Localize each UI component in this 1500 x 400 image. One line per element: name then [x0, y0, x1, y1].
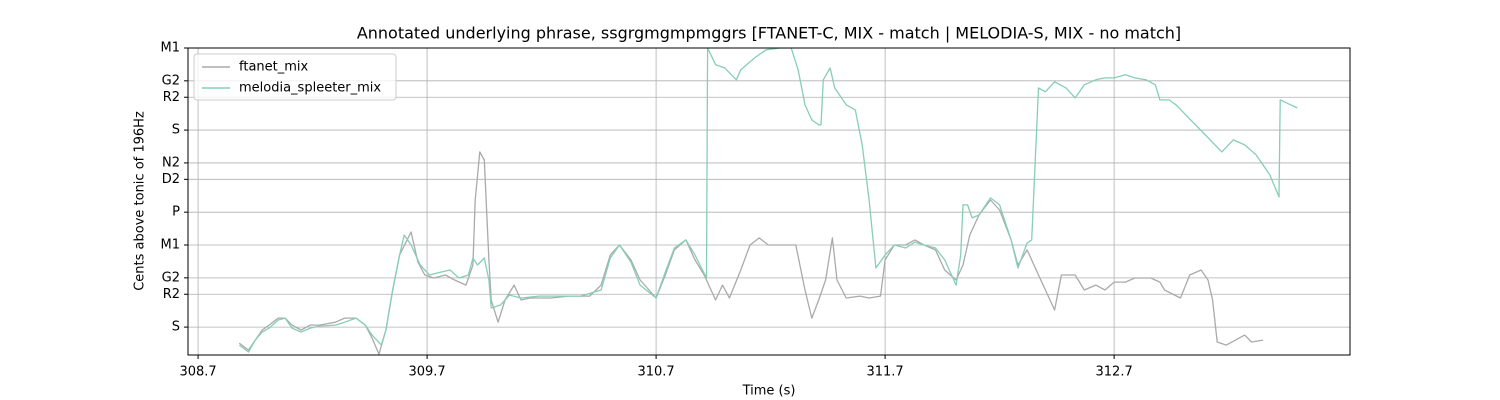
x-tick-label: 312.7	[1096, 365, 1133, 380]
y-tick-label: D2	[162, 172, 180, 187]
axes-frame	[187, 47, 1351, 356]
chart-title: Annotated underlying phrase, ssgrgmgmpmg…	[357, 24, 1181, 43]
grid	[188, 47, 1350, 355]
series-line	[238, 48, 1298, 353]
y-tick-label: P	[172, 205, 180, 220]
y-tick-label: N2	[162, 155, 180, 170]
legend-label: ftanet_mix	[239, 60, 309, 75]
legend-label: melodia_spleeter_mix	[239, 81, 381, 96]
x-axis-label: Time (s)	[742, 384, 796, 399]
x-tick-label: 310.7	[637, 365, 674, 380]
y-axis-label: Cents above tonic of 196Hz	[133, 111, 148, 291]
x-tick-label: 308.7	[179, 365, 216, 380]
y-tick-label: G2	[162, 270, 180, 285]
plot-area	[238, 48, 1298, 355]
y-tick-label: R2	[163, 90, 180, 105]
legend: ftanet_mix melodia_spleeter_mix	[193, 53, 397, 101]
y-tick-label: M1	[161, 238, 181, 253]
y-tick-label: G2	[162, 73, 180, 88]
y-tick-label: M1	[161, 41, 181, 56]
x-tick-label: 309.7	[408, 365, 445, 380]
legend-box	[193, 53, 397, 101]
y-tick-label: S	[172, 320, 180, 335]
y-tick-label: S	[172, 123, 180, 138]
x-tick-label: 311.7	[866, 365, 903, 380]
y-tick-label: R2	[163, 287, 180, 302]
